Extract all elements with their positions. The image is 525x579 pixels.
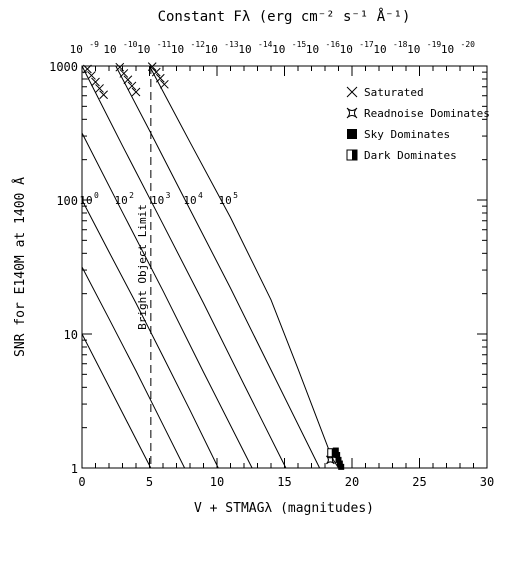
snr-curve: [81, 266, 186, 469]
curve-labels: 10 0 10 2 10 3 10 4 10 5: [79, 191, 238, 207]
x-tick-label: 30: [480, 475, 494, 489]
curve-label: 10: [151, 194, 164, 207]
top-axis-exponent: -16: [326, 40, 341, 49]
curve-label: 10: [218, 194, 231, 207]
legend-marker: [346, 107, 358, 119]
top-axis-label: 10: [306, 43, 319, 56]
sky-marker: [338, 463, 345, 470]
x-axis-label: V + STMAGλ (magnitudes): [194, 501, 374, 516]
saturated-marker: [151, 67, 161, 77]
legend-label: Saturated: [364, 86, 424, 99]
saturated-marker: [147, 62, 157, 71]
top-axis-exponent: -19: [427, 40, 442, 49]
top-axis-label: 10: [137, 43, 150, 56]
top-axis-label: 10: [340, 43, 353, 56]
x-tick-label: 15: [277, 475, 291, 489]
saturated-marker: [127, 81, 137, 91]
top-axis-label: 10: [272, 43, 285, 56]
snr-curves: [81, 65, 339, 469]
snr-curve: [149, 65, 339, 469]
x-axis-ticks: 0 5 10 15 20 25 30: [78, 66, 494, 489]
legend-marker: [347, 129, 357, 139]
top-axis-label: 10: [441, 43, 454, 56]
saturated-marker: [115, 62, 125, 72]
snr-curve: [81, 333, 152, 469]
x-tick-label: 5: [146, 475, 153, 489]
y-tick-label: 1: [71, 462, 78, 476]
top-axis-label: 10: [238, 43, 251, 56]
curve-label: 10: [79, 194, 92, 207]
sky-marker: [334, 452, 341, 459]
top-axis-exponent: -14: [258, 40, 273, 49]
y-tick-label: 1000: [49, 60, 78, 74]
snr-curve: [115, 65, 321, 469]
top-axis-exponent: -11: [157, 40, 172, 49]
curve-label-exponent: 4: [198, 191, 203, 200]
saturated-marker: [123, 75, 133, 85]
legend-label: Sky Dominates: [364, 128, 450, 141]
data-markers: [83, 62, 345, 470]
y-tick-label: 10: [64, 328, 78, 342]
snr-curve: [81, 65, 287, 469]
curve-label-exponent: 0: [94, 191, 99, 200]
top-axis-exponent: -12: [191, 40, 206, 49]
legend-label: Readnoise Dominates: [364, 107, 490, 120]
legend-label: Dark Dominates: [364, 149, 457, 162]
top-axis-label: 10: [70, 43, 83, 56]
top-axis-labels: 10 -9 10 -10 10 -11 10 -12 10 -13 10 -14 10 -15 10 -16 1…: [70, 40, 476, 56]
top-axis-exponent: -17: [359, 40, 374, 49]
curve-label-exponent: 5: [233, 191, 238, 200]
saturated-marker: [119, 69, 129, 78]
top-axis-exponent: -9: [89, 40, 99, 49]
saturated-marker: [87, 71, 96, 80]
top-axis-label: 10: [373, 43, 386, 56]
legend: Saturated Readnoise Dominates Sky Dominate…: [346, 86, 490, 162]
top-axis-exponent: -20: [461, 40, 476, 49]
curve-label-exponent: 2: [129, 191, 134, 200]
sky-marker: [336, 460, 343, 467]
x-tick-label: 0: [78, 475, 85, 489]
snr-curve: [81, 132, 253, 469]
x-tick-label: 25: [412, 475, 426, 489]
saturated-marker: [99, 90, 108, 100]
top-axis-exponent: -18: [393, 40, 408, 49]
sky-marker: [335, 456, 342, 463]
readnoise-marker: [326, 455, 335, 465]
x-tick-label: 20: [345, 475, 359, 489]
curve-label-exponent: 3: [166, 191, 171, 200]
top-axis-label: 10: [205, 43, 218, 56]
top-axis-exponent: -10: [123, 40, 138, 49]
chart-title: Constant Fλ (erg cm⁻² s⁻¹ Å⁻¹): [158, 8, 411, 25]
y-axis-label: SNR for E140M at 1400 Å: [12, 177, 28, 357]
saturated-marker: [83, 64, 92, 74]
curve-label: 10: [183, 194, 196, 207]
saturated-marker: [95, 84, 104, 93]
top-axis-label: 10: [171, 43, 184, 56]
top-axis-exponent: -15: [292, 40, 307, 49]
snr-curve: [81, 199, 219, 469]
dark-marker: [331, 448, 336, 457]
saturated-marker: [155, 73, 165, 83]
saturated-marker: [159, 79, 169, 89]
x-tick-label: 10: [210, 475, 224, 489]
top-axis-label: 10: [407, 43, 420, 56]
saturated-marker: [91, 77, 100, 87]
bright-object-limit-label: Bright Object Limit: [136, 204, 149, 330]
saturated-marker: [131, 87, 141, 97]
top-axis-label: 10: [103, 43, 116, 56]
legend-marker: [352, 150, 357, 160]
legend-marker: [346, 86, 358, 98]
y-tick-label: 100: [56, 194, 78, 208]
curve-label: 10: [115, 194, 128, 207]
top-axis-exponent: -13: [224, 40, 239, 49]
